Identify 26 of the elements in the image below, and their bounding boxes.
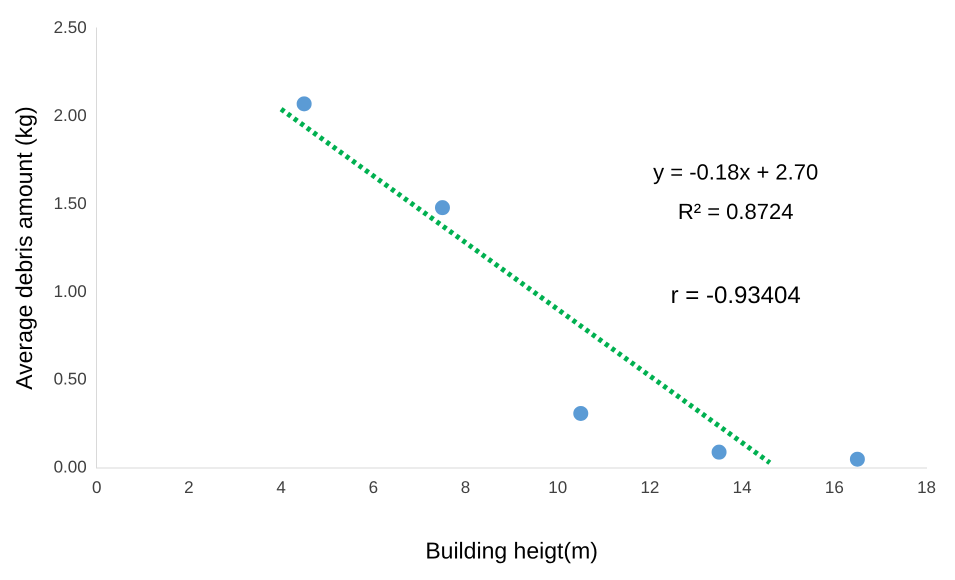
annotation: R² = 0.8724 <box>678 198 794 224</box>
y-tick-label: 0.00 <box>54 458 87 477</box>
x-tick-label: 4 <box>276 478 286 497</box>
point <box>434 200 450 216</box>
point <box>850 452 865 467</box>
y-tick-label: 0.50 <box>54 370 87 389</box>
x-axis-title: Building heigt(m) <box>425 538 598 564</box>
y-tick-label: 2.00 <box>54 106 87 125</box>
x-tick-label: 16 <box>824 478 844 497</box>
x-tick-label: 6 <box>368 478 378 497</box>
point <box>573 406 588 421</box>
x-tick-label: 14 <box>732 478 752 497</box>
y-tick-label: 1.50 <box>54 194 87 213</box>
x-tick-label: 10 <box>548 478 568 497</box>
x-tick-label: 8 <box>460 478 470 497</box>
x-tick-label: 12 <box>640 478 660 497</box>
point <box>296 96 312 112</box>
annotation: y = -0.18x + 2.70 <box>653 159 818 184</box>
point <box>712 444 727 460</box>
x-tick-label: 2 <box>184 478 194 497</box>
y-axis-title: Average debris amount (kg) <box>11 106 38 390</box>
x-tick-label: 18 <box>917 478 936 497</box>
annotation: r = -0.93404 <box>670 282 801 310</box>
y-tick-label: 1.00 <box>54 282 87 301</box>
y-tick-label: 2.50 <box>54 18 87 37</box>
x-tick-label: 0 <box>92 478 102 497</box>
